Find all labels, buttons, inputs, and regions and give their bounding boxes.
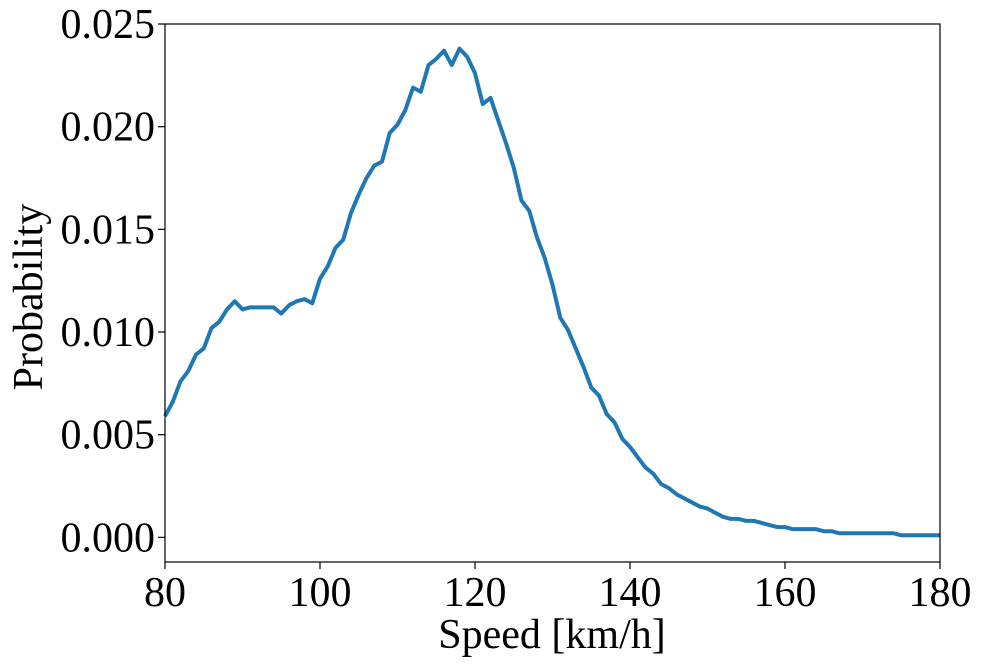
plot-area xyxy=(163,46,940,538)
x-tick-label: 180 xyxy=(909,570,972,616)
y-tick-label: 0.020 xyxy=(61,105,156,151)
x-tick-label: 160 xyxy=(754,570,817,616)
y-tick-label: 0.015 xyxy=(61,207,156,253)
x-tick-label: 120 xyxy=(444,570,507,616)
x-tick-label: 100 xyxy=(289,570,352,616)
x-tick-label: 80 xyxy=(144,570,186,616)
x-axis-title: Speed [km/h] xyxy=(438,612,665,658)
y-tick-label: 0.025 xyxy=(61,2,156,48)
series-line xyxy=(163,46,940,538)
axes-frame xyxy=(164,23,941,563)
y-axis: 0.000 0.005 0.010 0.015 0.020 0.025 xyxy=(61,2,165,561)
y-tick-label: 0.000 xyxy=(61,515,156,561)
y-tick-label: 0.010 xyxy=(61,310,156,356)
y-tick-label: 0.005 xyxy=(61,413,156,459)
y-axis-title: Probability xyxy=(6,204,52,391)
x-tick-label: 140 xyxy=(599,570,662,616)
x-axis: 80 100 120 140 160 180 xyxy=(144,562,972,616)
